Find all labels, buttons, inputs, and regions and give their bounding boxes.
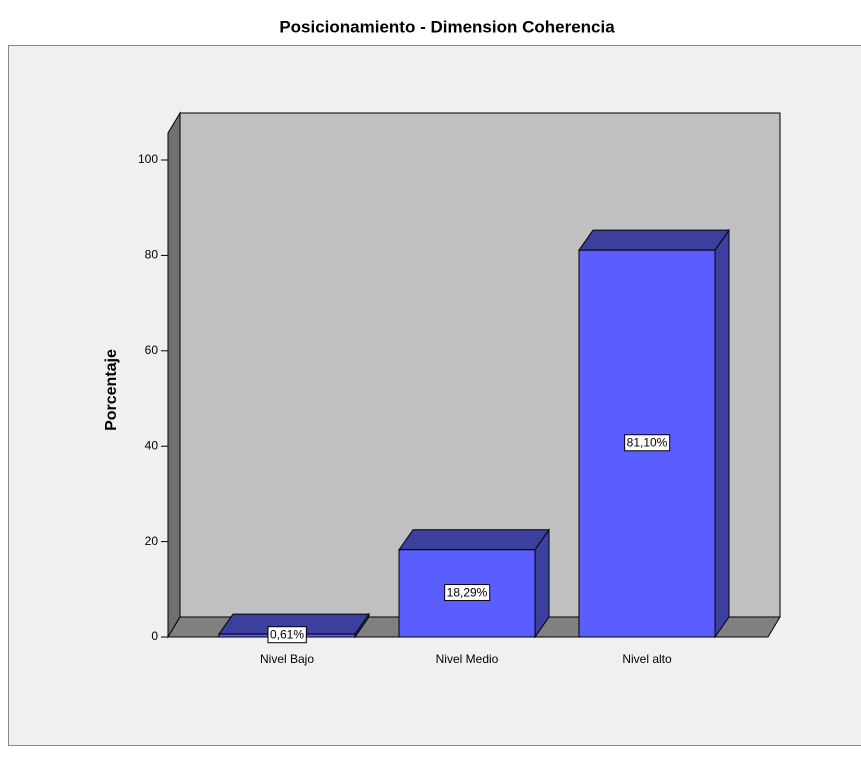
y-axis-label: Porcentaje	[103, 349, 120, 431]
y-tick-label: 100	[138, 152, 158, 166]
chart-title: Posicionamiento - Dimension Coherencia	[279, 17, 615, 36]
bar-side	[714, 228, 730, 639]
value-label-box	[267, 626, 307, 644]
value-label-box	[444, 584, 491, 602]
left-wall	[167, 111, 181, 639]
value-label-box	[624, 434, 671, 452]
x-tick-label: Nivel Medio	[436, 652, 499, 666]
x-tick-label: Nivel Bajo	[260, 652, 314, 666]
y-tick-label: 40	[145, 438, 159, 452]
y-tick-label: 80	[145, 248, 159, 262]
value-label: 18,29%	[447, 586, 488, 600]
bar-top	[398, 529, 550, 551]
value-label: 0,61%	[270, 628, 304, 642]
y-tick-label: 60	[145, 343, 159, 357]
y-tick-label: 20	[145, 534, 159, 548]
x-tick-label: Nivel alto	[622, 652, 672, 666]
y-tick-label: 0	[151, 629, 158, 643]
bar-top	[578, 229, 730, 251]
value-label: 81,10%	[627, 436, 668, 450]
